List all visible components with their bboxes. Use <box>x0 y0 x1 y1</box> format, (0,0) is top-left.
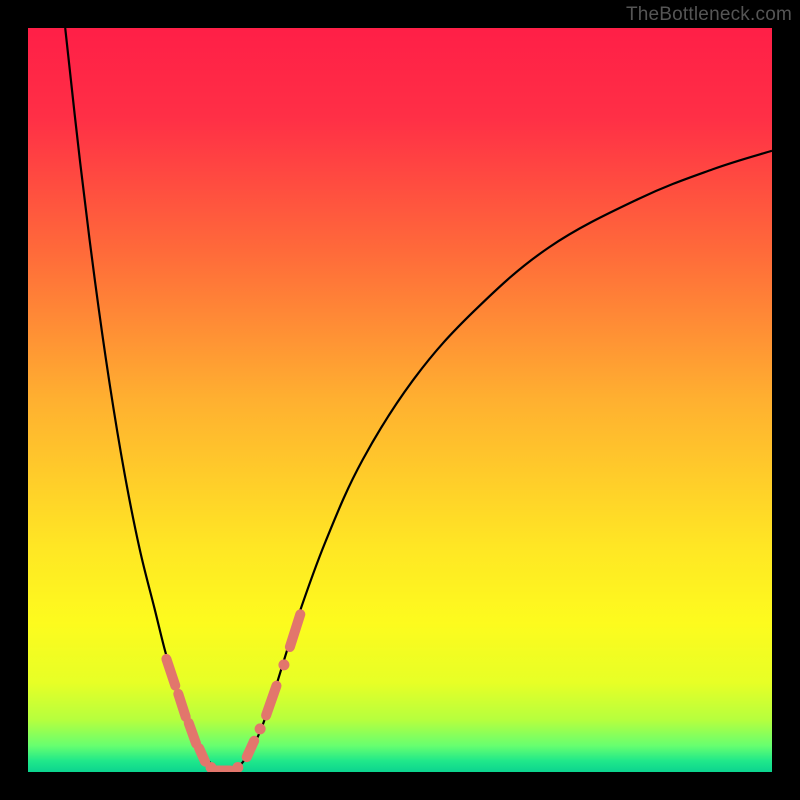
curve-marker <box>189 723 196 744</box>
watermark-source-label: TheBottleneck.com <box>626 4 792 26</box>
curve-marker <box>166 659 175 686</box>
chart-frame: TheBottleneck.com <box>0 0 800 800</box>
chart-svg <box>28 28 772 772</box>
curve-marker <box>279 660 289 670</box>
curve-marker <box>255 724 265 734</box>
curve-marker <box>233 763 243 772</box>
curve-marker <box>290 614 300 647</box>
curve-marker <box>178 694 185 717</box>
curve-marker <box>247 741 254 757</box>
curve-marker <box>266 686 276 716</box>
plot-area <box>28 28 772 772</box>
curve-marker <box>199 748 205 761</box>
